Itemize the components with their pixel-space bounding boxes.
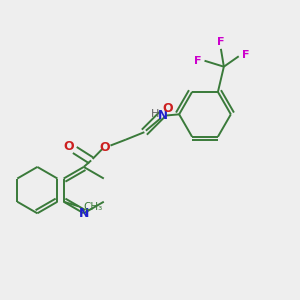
Text: O: O (163, 102, 173, 115)
Text: N: N (79, 207, 89, 220)
Text: H: H (151, 109, 160, 119)
Text: F: F (242, 50, 249, 60)
Text: CH₃: CH₃ (83, 202, 102, 212)
Text: O: O (100, 140, 110, 154)
Text: O: O (63, 140, 74, 153)
Text: N: N (158, 109, 168, 122)
Text: F: F (217, 37, 225, 47)
Text: F: F (194, 56, 202, 66)
